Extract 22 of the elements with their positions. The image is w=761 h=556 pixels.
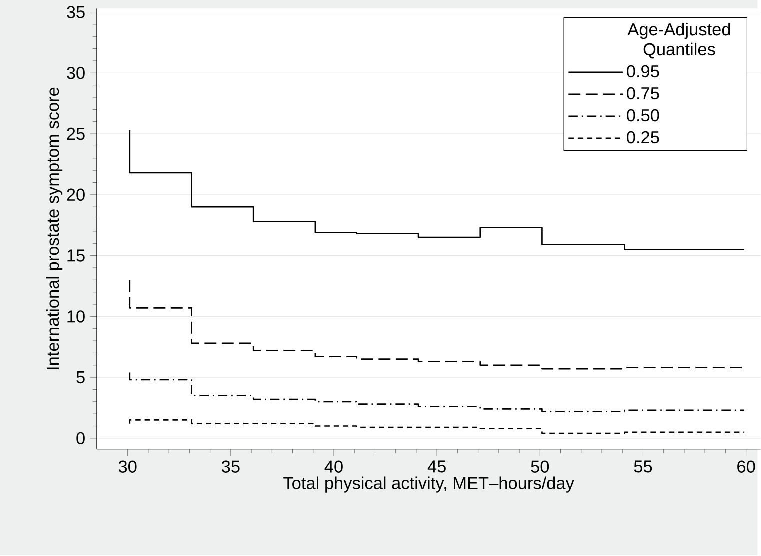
legend-label: 0.95: [627, 66, 660, 78]
x-tick-label: 40: [324, 460, 343, 474]
legend-label: 0.25: [627, 132, 660, 144]
x-tick-label: 45: [428, 460, 446, 473]
y-tick-label: 5: [76, 372, 85, 384]
y-tick-label: 35: [67, 6, 85, 19]
legend-title: Age-Adjusted Quantiles: [628, 23, 730, 59]
x-tick-label: 55: [634, 460, 652, 473]
y-tick-label: 10: [68, 310, 85, 323]
y-tick-label: 20: [67, 188, 85, 202]
x-tick-label: 50: [531, 460, 550, 474]
y-tick-label: 0: [76, 432, 85, 445]
legend-label: 0.50: [627, 110, 660, 122]
x-tick-label: 30: [118, 460, 137, 474]
x-axis-title: Total physical activity, MET–hours/day: [284, 476, 574, 494]
y-tick-label: 15: [68, 250, 85, 262]
y-axis-title: International prostate symptom score: [46, 88, 63, 370]
y-tick-label: 30: [67, 67, 85, 80]
x-tick-label: 60: [738, 460, 756, 474]
x-tick-label: 35: [222, 460, 240, 474]
y-tick-label: 25: [67, 128, 85, 140]
legend-label: 0.75: [627, 88, 660, 100]
